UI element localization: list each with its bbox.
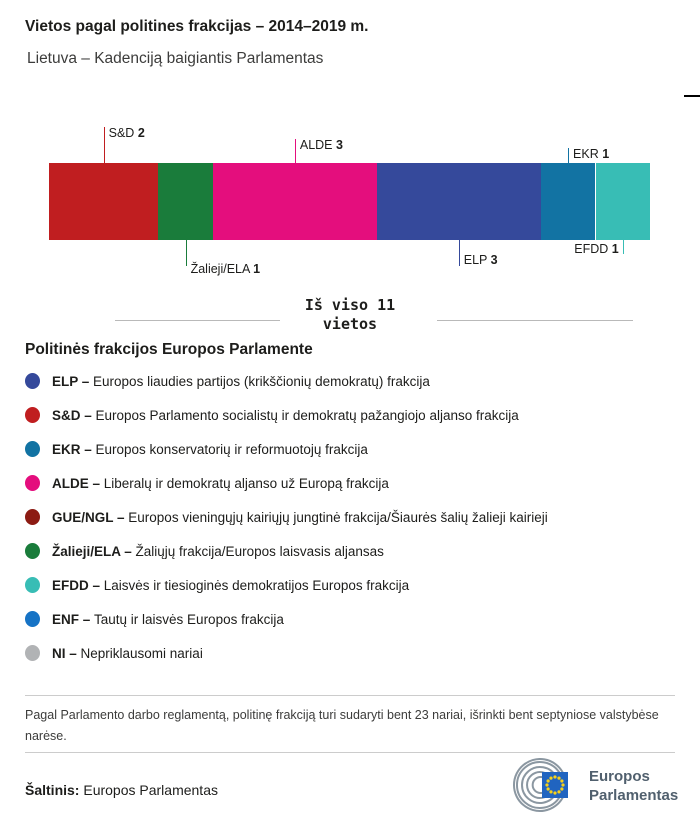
callout-label-alde: ALDE 3: [299, 138, 343, 152]
legend-label: GUE/NGL – Europos vieningųjų kairiųjų ju…: [52, 509, 548, 525]
ep-hemicycle-icon: [513, 758, 568, 812]
callout-line-alde: [294, 139, 296, 163]
stacked-bar: [49, 163, 650, 240]
total-seats-label: Iš viso 11 vietos: [0, 296, 700, 334]
legend-dot: [25, 373, 40, 389]
legend-label: NI – Nepriklausomi nariai: [52, 645, 203, 661]
legend-dot: [25, 611, 40, 627]
callout-label--alieji-ela: Žalieji/ELA 1: [190, 262, 261, 276]
legend-dot: [25, 441, 40, 457]
callout-label-s-d: S&D 2: [108, 126, 145, 140]
legend-heading: Politinės frakcijos Europos Parlamente: [25, 341, 313, 358]
total-seats-line1: Iš viso 11: [304, 296, 396, 314]
bar-segment-ekr[interactable]: [540, 163, 596, 240]
legend-item-alde: ALDE – Liberalų ir demokratų aljanso už …: [25, 466, 675, 500]
legend-dot: [25, 407, 40, 423]
legend-item--alieji-ela: Žalieji/ELA – Žaliųjų frakcija/Europos l…: [25, 534, 675, 568]
callout-line-efdd: [622, 240, 624, 254]
legend-dot: [25, 509, 40, 525]
callout-line-elp: [458, 240, 460, 266]
bar-segment-efdd[interactable]: [595, 163, 650, 240]
ep-logo-text: Europos Parlamentas: [589, 767, 678, 805]
callout-line--alieji-ela: [185, 240, 187, 266]
bar-segment-s-d[interactable]: [49, 163, 159, 240]
legend-item-ekr: EKR – Europos konservatorių ir reformuot…: [25, 432, 675, 466]
page-title: Vietos pagal politines frakcijas – 2014–…: [25, 18, 369, 35]
ep-logo: Europos Parlamentas: [512, 758, 678, 814]
page-subtitle: Lietuva – Kadenciją baigiantis Parlament…: [27, 50, 324, 67]
bar-segment--alieji-ela[interactable]: [158, 163, 213, 240]
bar-segment-alde[interactable]: [212, 163, 377, 240]
callout-label-efdd: EFDD 1: [574, 242, 619, 256]
legend-list: ELP – Europos liaudies partijos (krikšči…: [25, 364, 675, 670]
legend-item-efdd: EFDD – Laisvės ir tiesioginės demokratij…: [25, 568, 675, 602]
legend-label: EKR – Europos konservatorių ir reformuot…: [52, 441, 368, 457]
legend-item-s-d: S&D – Europos Parlamento socialistų ir d…: [25, 398, 675, 432]
eu-stars: [545, 775, 565, 795]
top-right-rule: [684, 95, 700, 97]
legend-dot: [25, 577, 40, 593]
legend-item-gue-ngl: GUE/NGL – Europos vieningųjų kairiųjų ju…: [25, 500, 675, 534]
legend-label: Žalieji/ELA – Žaliųjų frakcija/Europos l…: [52, 543, 384, 559]
seats-chart: S&D 2 Žalieji/ELA 1 ALDE 3 ELP 3 EKR 1 EFDD 1: [49, 126, 650, 276]
callout-line-ekr: [568, 148, 570, 163]
legend-label: ALDE – Liberalų ir demokratų aljanso už …: [52, 475, 389, 491]
legend-label: EFDD – Laisvės ir tiesioginės demokratij…: [52, 577, 410, 593]
ep-logo-line2: Parlamentas: [589, 787, 679, 804]
footnote-divider: [25, 695, 675, 696]
source-line: Šaltinis: Europos Parlamentas: [25, 782, 218, 798]
legend-label: S&D – Europos Parlamento socialistų ir d…: [52, 407, 519, 423]
ep-logo-line1: Europos: [589, 768, 650, 785]
legend-dot: [25, 645, 40, 661]
footnote-text: Pagal Parlamento darbo reglamentą, polit…: [25, 708, 659, 743]
total-rule-left: [115, 320, 280, 321]
callout-line-s-d: [103, 127, 105, 163]
legend-label: ENF – Tautų ir laisvės Europos frakcija: [52, 611, 284, 627]
legend-label: ELP – Europos liaudies partijos (krikšči…: [52, 373, 430, 389]
callout-label-ekr: EKR 1: [573, 147, 610, 161]
legend-dot: [25, 475, 40, 491]
bar-segment-elp[interactable]: [376, 163, 541, 240]
total-seats-line2: vietos: [322, 315, 378, 333]
source-divider: [25, 752, 675, 753]
source-label: Šaltinis:: [25, 782, 80, 798]
total-rule-right: [437, 320, 633, 321]
source-value: Europos Parlamentas: [83, 782, 218, 798]
legend-dot: [25, 543, 40, 559]
legend-item-enf: ENF – Tautų ir laisvės Europos frakcija: [25, 602, 675, 636]
callout-label-elp: ELP 3: [463, 253, 498, 267]
legend-item-elp: ELP – Europos liaudies partijos (krikšči…: [25, 364, 675, 398]
legend-item-ni: NI – Nepriklausomi nariai: [25, 636, 675, 670]
